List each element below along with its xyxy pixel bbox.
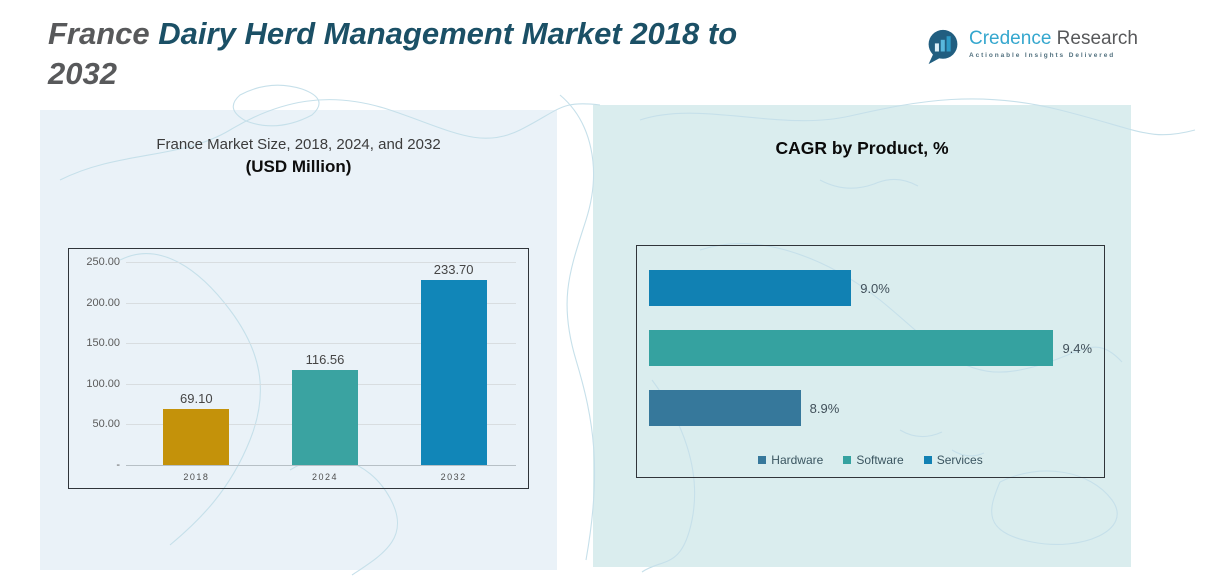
- cagr-value-label: 9.4%: [1062, 340, 1093, 356]
- cagr-bar-Software: [649, 330, 1054, 366]
- legend-label: Services: [936, 453, 983, 467]
- y-axis-tick-label: 100.00: [86, 377, 120, 390]
- cagr-row-Services: 9.0%: [649, 270, 1104, 306]
- logo-brand: Credence Research: [969, 28, 1138, 50]
- cagr-value-label: 9.0%: [860, 280, 890, 296]
- gridline: [126, 465, 516, 466]
- x-axis-label: 2024: [311, 472, 338, 482]
- left-chart-title: France Market Size, 2018, 2024, and 2032: [156, 136, 441, 153]
- gridline: [126, 343, 516, 345]
- page-title: France Dairy Herd Management Market 2018…: [48, 14, 798, 94]
- legend-item-software: Software: [843, 453, 904, 467]
- logo-text: Credence Research Actionable Insights De…: [969, 28, 1138, 59]
- bar-value-label: 233.70: [433, 262, 474, 277]
- bar-value-label: 116.56: [305, 352, 345, 368]
- y-axis-tick-label: 250.00: [86, 256, 120, 268]
- logo-brand-research: Research: [1051, 28, 1138, 49]
- y-axis-tick-label: 50.00: [92, 418, 120, 431]
- cagr-bar-chart: 9.0% 9.4% 8.9% Hardware Software Services: [636, 245, 1105, 478]
- y-axis-tick-label: 150.00: [86, 337, 120, 350]
- cagr-bar-Services: [649, 270, 852, 306]
- page-title-part1: France: [48, 16, 159, 51]
- cagr-row-Software: 9.4%: [649, 330, 1104, 366]
- bar-group-2024: 116.56 2024: [291, 262, 358, 482]
- gridline: [126, 302, 516, 304]
- bar-2024: [291, 370, 358, 465]
- right-chart-plot-area: 9.0% 9.4% 8.9%: [649, 270, 1104, 450]
- bar-group-2032: 233.70 2032: [420, 262, 487, 482]
- bar-2032: [420, 280, 487, 465]
- legend-item-hardware: Hardware: [758, 453, 823, 467]
- y-axis-tick-label: -: [116, 459, 120, 471]
- cagr-bar-Hardware: [649, 390, 801, 426]
- y-axis-tick-label: 200.00: [86, 296, 120, 309]
- market-size-bar-chart: 250.00 200.00 150.00 100.00 50.00 - 69.10 2018…: [68, 248, 529, 489]
- bar-value-label: 69.10: [180, 390, 213, 406]
- legend-label: Hardware: [771, 453, 824, 467]
- page-title-part3: 2032: [48, 56, 117, 91]
- cagr-row-Hardware: 8.9%: [649, 390, 1104, 426]
- logo-tagline: Actionable Insights Delivered: [969, 52, 1116, 59]
- legend-swatch: [843, 456, 852, 464]
- bar-group-2018: 69.10 2018: [163, 262, 230, 482]
- right-chart-title: CAGR by Product, %: [775, 138, 949, 158]
- gridline: [126, 262, 516, 263]
- x-axis-label: 2032: [440, 472, 467, 482]
- cagr-value-label: 8.9%: [809, 400, 840, 416]
- legend-item-services: Services: [923, 453, 983, 467]
- legend-label: Software: [856, 453, 904, 467]
- left-chart-plot-area: 250.00 200.00 150.00 100.00 50.00 - 69.10 2018…: [86, 256, 518, 482]
- left-chart-bars: 69.10 2018 116.56 2024 233.70 2032: [132, 262, 518, 482]
- logo-brand-credence: Credence: [969, 28, 1052, 49]
- credence-logo-icon: [928, 29, 958, 65]
- page-title-part2: Dairy Herd Management Market 2018 to: [158, 16, 738, 51]
- left-chart-subtitle: (USD Million): [245, 157, 352, 176]
- bar-2018: [163, 408, 230, 465]
- credence-research-logo: Credence Research Actionable Insights De…: [925, 28, 1138, 66]
- legend-swatch: [923, 456, 932, 464]
- legend-swatch: [758, 456, 767, 464]
- right-chart-legend: Hardware Software Services: [637, 453, 1104, 467]
- x-axis-label: 2018: [183, 472, 210, 482]
